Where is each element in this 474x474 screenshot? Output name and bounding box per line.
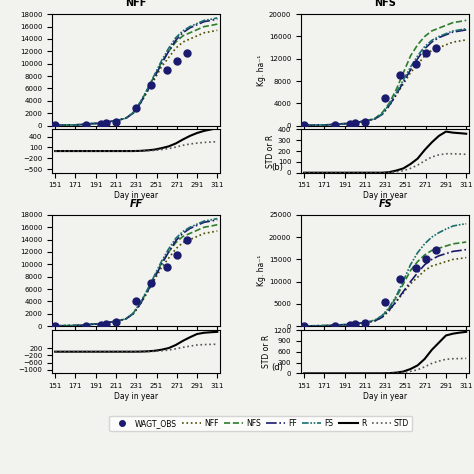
Y-axis label: STD or R: STD or R [266,135,275,168]
Title: NFS: NFS [374,0,396,8]
X-axis label: Day in year: Day in year [363,191,407,200]
Title: FF: FF [129,199,143,209]
Y-axis label: Kg. ha⁻¹: Kg. ha⁻¹ [257,54,266,85]
X-axis label: Day in year: Day in year [114,191,158,200]
Y-axis label: STD or R: STD or R [262,335,271,368]
X-axis label: Day in year: Day in year [363,392,407,401]
Y-axis label: Kg. ha⁻¹: Kg. ha⁻¹ [257,255,266,286]
Legend: WAGT_OBS, NFF, NFS, FF, FS, R, STD: WAGT_OBS, NFF, NFS, FF, FS, R, STD [109,416,412,431]
Title: FS: FS [378,199,392,209]
Text: (b): (b) [271,163,283,172]
Text: (d): (d) [271,364,283,373]
X-axis label: Day in year: Day in year [114,392,158,401]
Title: NFF: NFF [126,0,147,8]
